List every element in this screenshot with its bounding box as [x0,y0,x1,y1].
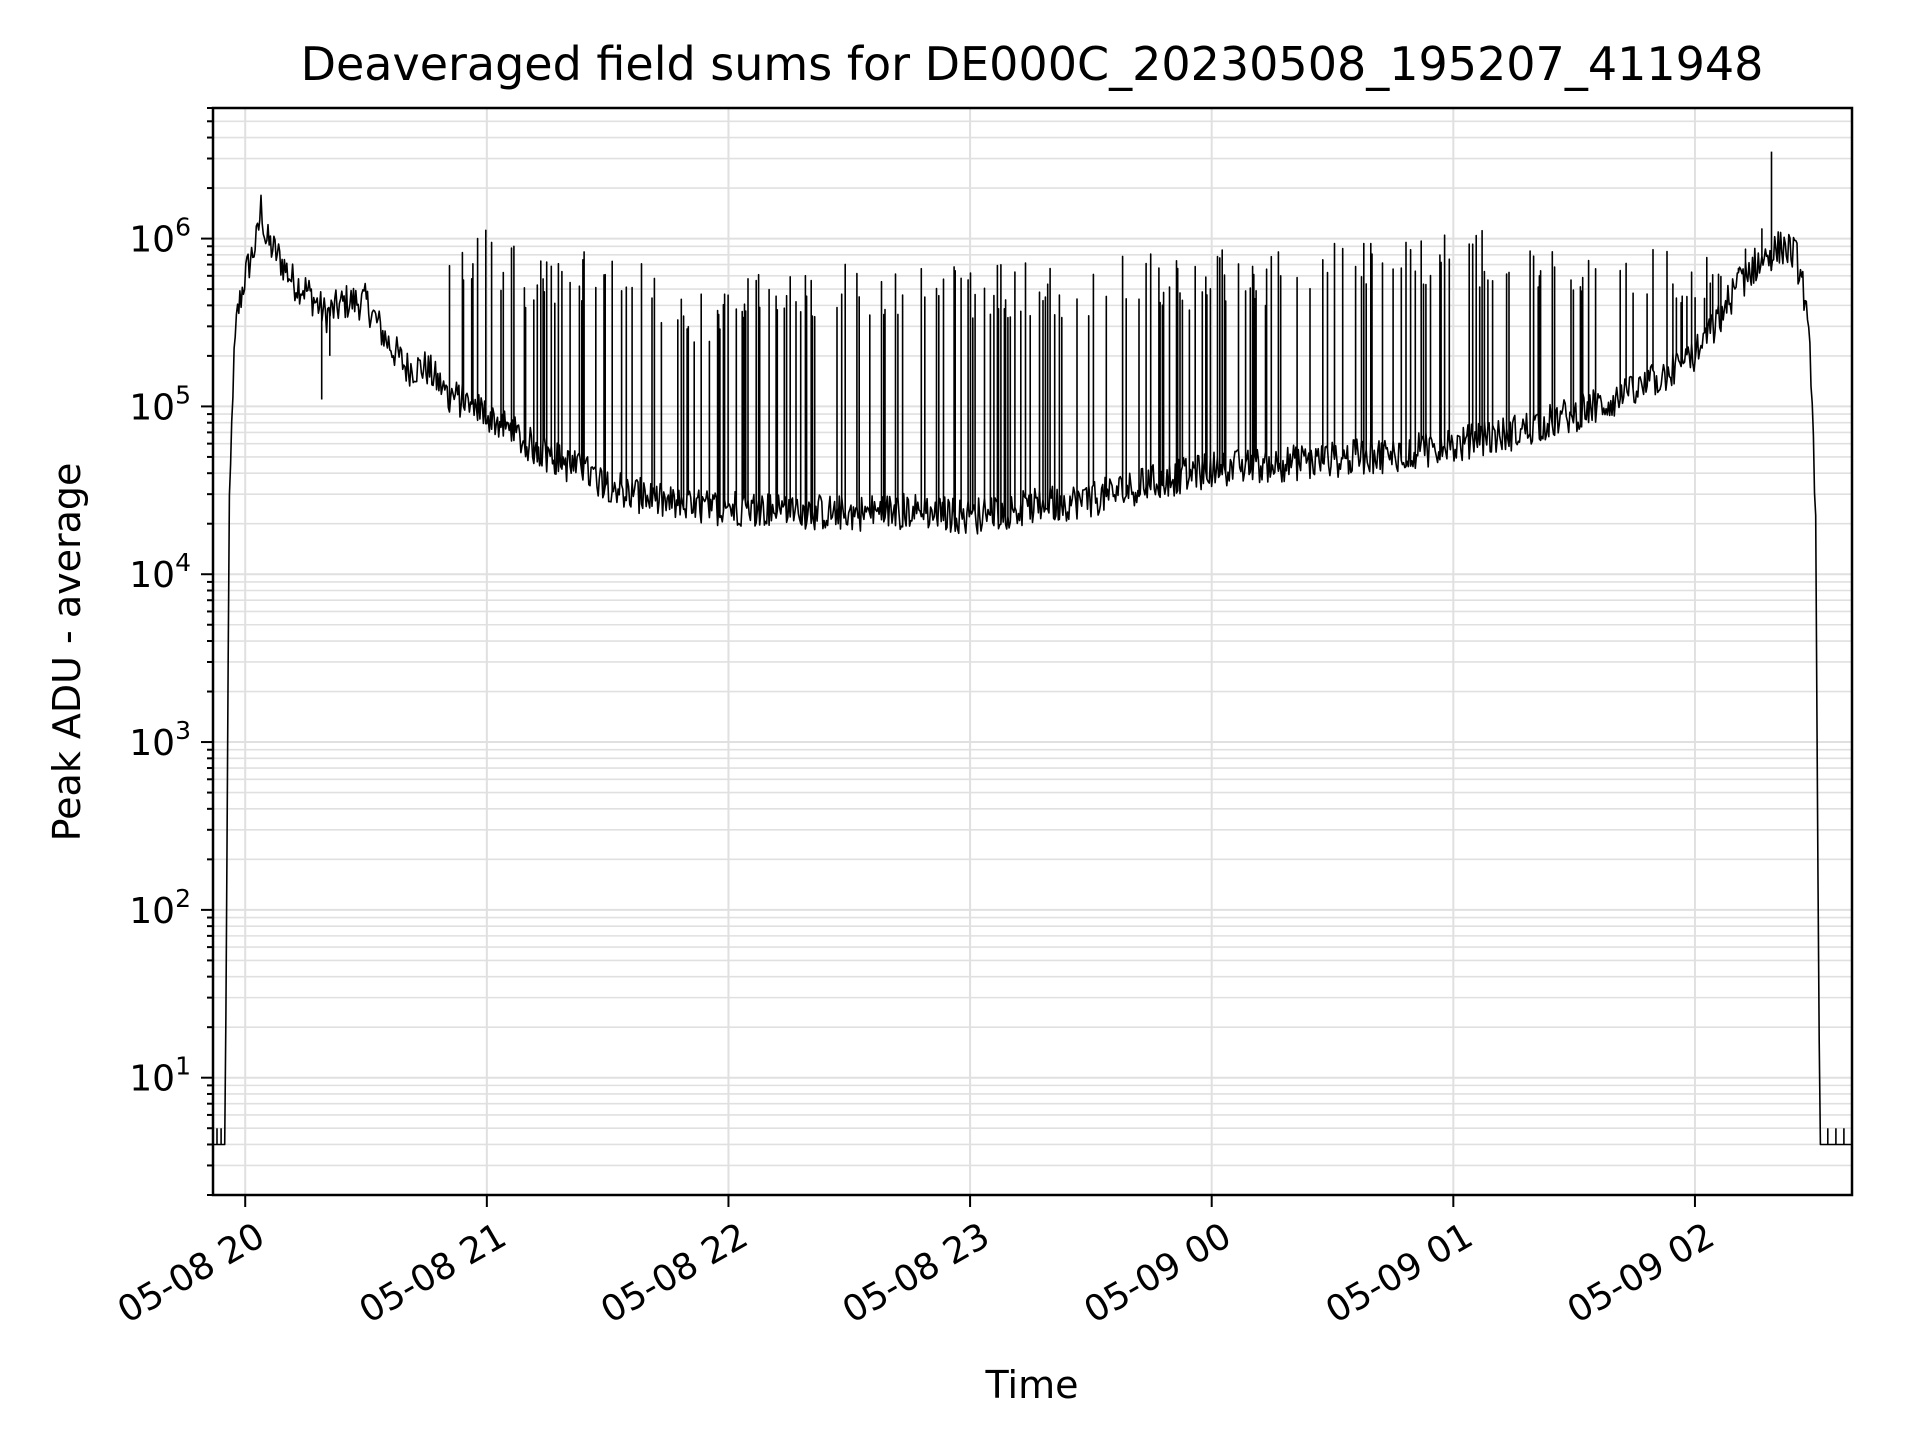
y-axis: 101 102 103 104 105 106 [129,107,213,1196]
x-tick-label: 05-08 20 [111,1215,272,1331]
x-tick-label: 05-08 22 [594,1215,755,1331]
chart-title: Deaveraged field sums for DE000C_2023050… [301,37,1764,91]
y-tick-label: 104 [129,548,191,596]
data-series-line [213,151,1852,1146]
x-tick-label: 05-09 00 [1078,1215,1239,1331]
y-tick-label: 103 [129,716,191,764]
x-tick-label: 05-08 23 [836,1215,997,1331]
y-tick-label: 102 [129,884,191,932]
data-line-layer [213,151,1852,1146]
x-axis: 05-08 20 05-08 21 05-08 22 05-08 23 05-09 00… [111,1195,1721,1332]
x-tick-label: 05-09 02 [1561,1215,1722,1331]
grid [213,107,1852,1196]
x-axis-label: Time [985,1363,1079,1407]
y-tick-label: 105 [129,380,191,428]
y-tick-label: 106 [129,213,191,261]
y-tick-label: 101 [129,1052,191,1100]
x-tick-label: 05-09 01 [1319,1215,1480,1331]
y-axis-label: Peak ADU - average [45,463,89,842]
plot-frame [211,106,1854,1197]
x-tick-label: 05-08 21 [353,1215,514,1331]
